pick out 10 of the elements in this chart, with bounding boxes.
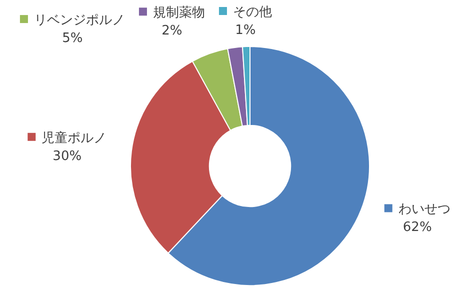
legend-label: リベンジポルノ — [34, 13, 125, 28]
data-label: 2% — [162, 24, 182, 39]
data-label: 5% — [62, 31, 83, 46]
legend-label: その他 — [232, 5, 272, 20]
legend-label: 児童ポルノ — [42, 130, 107, 146]
legend-label: わいせつ — [398, 202, 450, 218]
data-label: 62% — [402, 220, 432, 236]
legend-label: 規制薬物 — [152, 6, 205, 21]
data-label: 30% — [52, 148, 82, 164]
data-label: 1% — [235, 23, 256, 38]
